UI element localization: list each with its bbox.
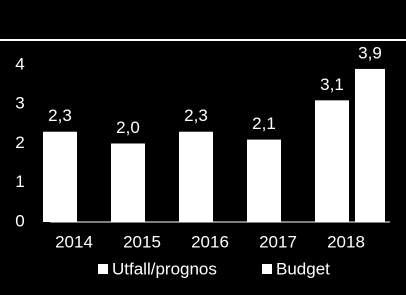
- data-label: 2,3: [48, 106, 72, 125]
- legend-label: Budget: [276, 259, 330, 278]
- x-tick-label: 2018: [327, 232, 365, 251]
- legend-label: Utfall/prognos: [112, 259, 217, 278]
- bar: [315, 100, 349, 222]
- legend-swatch: [262, 264, 272, 274]
- bar: [355, 68, 385, 222]
- data-label: 3,1: [320, 75, 344, 94]
- bar: [43, 131, 77, 222]
- y-tick-label: 0: [15, 211, 24, 230]
- data-label: 2,1: [252, 114, 276, 133]
- bar: [247, 139, 281, 222]
- x-tick-label: 2014: [55, 232, 93, 251]
- x-tick-label: 2015: [123, 232, 161, 251]
- bar: [179, 131, 213, 222]
- data-label: 3,9: [358, 43, 382, 62]
- y-tick-label: 2: [15, 133, 24, 152]
- data-label: 2,0: [116, 118, 140, 137]
- y-tick-label: 1: [15, 172, 24, 191]
- data-label: 2,3: [184, 106, 208, 125]
- bar: [111, 143, 145, 222]
- x-tick-label: 2016: [191, 232, 229, 251]
- x-tick-label: 2017: [259, 232, 297, 251]
- legend-swatch: [98, 264, 108, 274]
- y-tick-label: 4: [15, 54, 24, 73]
- y-tick-label: 3: [15, 94, 24, 113]
